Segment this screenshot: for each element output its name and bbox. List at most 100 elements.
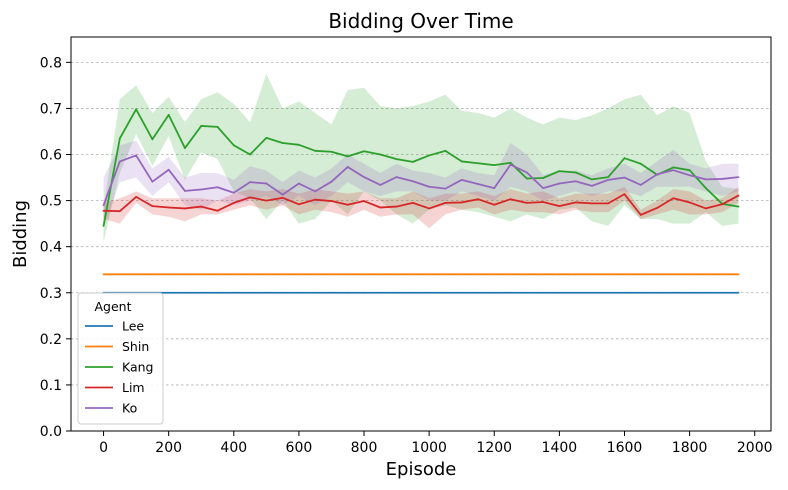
data-point (395, 158, 398, 161)
data-point (509, 273, 512, 276)
data-point (656, 173, 658, 176)
data-point (558, 291, 561, 294)
data-point (298, 291, 300, 294)
data-point (118, 160, 121, 163)
data-point (574, 273, 577, 276)
data-point (135, 108, 138, 111)
data-point (477, 273, 479, 276)
x-tick-label: 1800 (672, 440, 708, 456)
data-point (688, 273, 691, 276)
y-tick-label: 0.1 (40, 378, 62, 394)
data-point (672, 273, 675, 276)
y-ticks: 0.0 0.1 0.2 0.3 0.4 0.5 0.6 0.7 0.8 (40, 55, 71, 440)
data-point (428, 207, 431, 210)
data-point (118, 137, 121, 140)
data-point (721, 178, 724, 180)
data-point (525, 171, 528, 174)
data-point (265, 182, 268, 185)
data-point (704, 273, 707, 276)
data-point (330, 150, 333, 153)
data-point (542, 291, 544, 294)
data-point (672, 291, 675, 294)
data-point (607, 273, 610, 276)
data-point (460, 291, 463, 294)
data-point (574, 171, 577, 174)
data-point (558, 170, 561, 172)
data-point (542, 187, 544, 190)
data-point (623, 273, 626, 276)
data-point (330, 180, 333, 183)
data-point (623, 291, 626, 294)
data-point (444, 291, 447, 294)
data-point (167, 113, 170, 116)
data-point (574, 201, 577, 204)
data-point (737, 194, 740, 197)
data-point (281, 193, 284, 196)
data-point (591, 291, 593, 294)
data-point (298, 203, 300, 206)
data-point (232, 144, 235, 147)
data-point (411, 160, 414, 163)
data-point (525, 273, 528, 276)
data-point (623, 193, 626, 196)
data-point (249, 273, 251, 276)
data-point (232, 273, 235, 276)
data-point (704, 178, 707, 181)
data-point (639, 213, 642, 216)
data-point (184, 147, 186, 149)
data-point (509, 163, 512, 166)
data-point (525, 201, 528, 204)
data-point (330, 200, 333, 202)
data-point (509, 291, 512, 294)
data-point (184, 273, 186, 276)
x-tick-label: 600 (286, 440, 313, 456)
data-point (167, 168, 170, 171)
series-line-ko (102, 154, 739, 206)
data-point (542, 273, 544, 276)
data-point (200, 188, 203, 191)
data-point (298, 273, 300, 276)
data-point (281, 196, 284, 199)
data-point (688, 169, 691, 172)
data-point (737, 273, 740, 276)
y-tick-label: 0.8 (40, 55, 62, 71)
data-point (249, 153, 251, 156)
data-point (395, 273, 398, 276)
data-point (460, 201, 463, 204)
x-tick-label: 1600 (607, 440, 643, 456)
series-points-ko (102, 154, 740, 207)
data-point (509, 198, 512, 201)
data-point (184, 207, 186, 210)
data-point (672, 197, 675, 200)
data-point (346, 166, 349, 168)
x-tick-label: 1000 (411, 440, 447, 456)
data-point (656, 291, 658, 294)
data-point (460, 178, 463, 181)
data-point (411, 291, 414, 294)
data-point (298, 143, 300, 146)
x-tick-label: 1400 (542, 440, 578, 456)
data-point (737, 176, 740, 178)
data-point (265, 273, 268, 276)
legend-label-shin: Shin (122, 339, 149, 354)
data-point (249, 181, 251, 184)
data-point (574, 180, 577, 183)
data-point (379, 206, 382, 209)
data-point (265, 137, 268, 139)
data-point (493, 273, 496, 276)
data-point (591, 184, 593, 187)
plot-frame (70, 36, 772, 432)
data-point (525, 291, 528, 294)
x-tick-label: 1200 (476, 440, 512, 456)
data-point (672, 169, 675, 172)
x-tick-label: 400 (220, 440, 247, 456)
data-point (444, 273, 447, 276)
data-point (379, 184, 382, 186)
legend: Agent Lee Shin Kang Lim Ko (77, 292, 164, 425)
data-point (135, 273, 138, 276)
x-tick-label: 0 (99, 440, 108, 456)
legend-entries: Lee Shin Kang Lim Ko (85, 319, 154, 416)
data-point (363, 200, 365, 202)
data-point (411, 201, 414, 204)
